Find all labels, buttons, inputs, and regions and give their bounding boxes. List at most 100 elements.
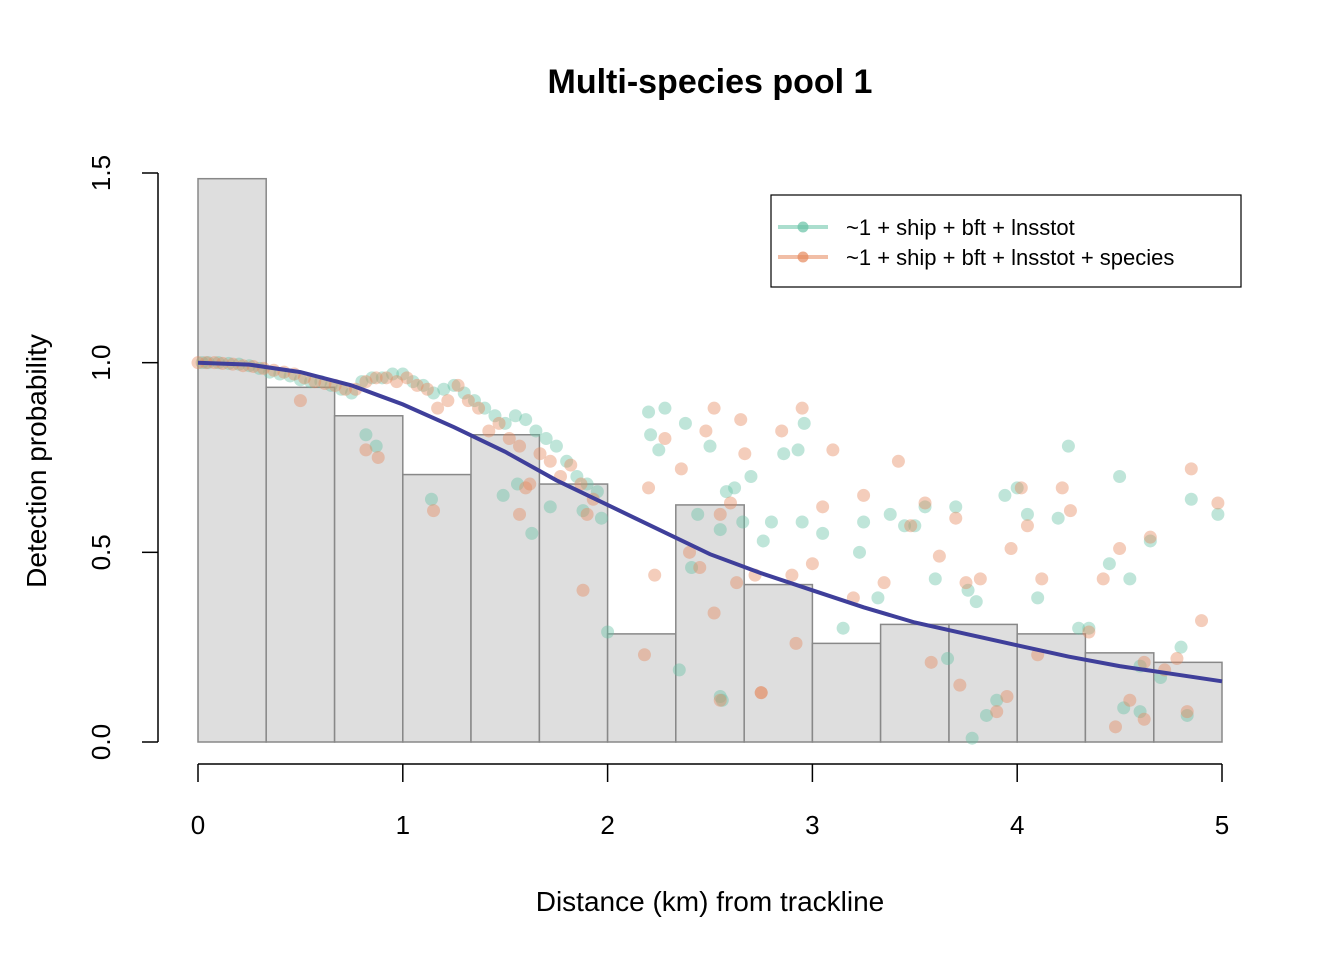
data-point xyxy=(191,356,205,370)
data-point xyxy=(730,576,744,590)
data-point xyxy=(447,378,461,392)
data-point xyxy=(498,416,512,430)
x-tick-label: 5 xyxy=(1215,810,1229,840)
x-axis: 0 1 2 3 4 5 xyxy=(191,763,1229,840)
data-point xyxy=(744,469,758,483)
data-point xyxy=(723,496,737,510)
data-point xyxy=(1000,689,1014,703)
data-point xyxy=(451,378,465,392)
data-point xyxy=(816,526,830,540)
data-point xyxy=(355,375,369,389)
data-point xyxy=(467,394,481,408)
data-point xyxy=(437,382,451,396)
data-point xyxy=(719,485,733,499)
data-point xyxy=(576,583,590,597)
data-point xyxy=(293,394,307,408)
data-point xyxy=(406,375,420,389)
data-point xyxy=(959,576,973,590)
data-point xyxy=(691,507,705,521)
x-tick-label: 2 xyxy=(600,810,614,840)
data-point xyxy=(369,371,383,385)
data-point xyxy=(797,416,811,430)
data-point xyxy=(949,511,963,525)
data-point xyxy=(1184,492,1198,506)
detection-curve xyxy=(197,360,1223,684)
data-point xyxy=(871,591,885,605)
data-point xyxy=(703,439,717,453)
data-point xyxy=(594,511,608,525)
histogram-bar xyxy=(470,433,541,743)
data-point xyxy=(1137,655,1151,669)
data-point xyxy=(979,708,993,722)
data-point xyxy=(877,576,891,590)
histogram-bar xyxy=(197,177,267,743)
data-point xyxy=(1010,481,1024,495)
data-point xyxy=(932,549,946,563)
data-point xyxy=(365,371,379,385)
data-point xyxy=(304,375,318,389)
data-point xyxy=(1180,705,1194,719)
data-point xyxy=(785,568,799,582)
data-point xyxy=(1143,530,1157,544)
data-point xyxy=(410,378,424,392)
data-point xyxy=(795,401,809,415)
data-point xyxy=(672,663,686,677)
data-point xyxy=(789,636,803,650)
data-point xyxy=(715,693,729,707)
data-point xyxy=(496,488,510,502)
data-point xyxy=(826,443,840,457)
data-point xyxy=(502,432,516,446)
data-point xyxy=(1137,712,1151,726)
data-point xyxy=(658,432,672,446)
data-point xyxy=(601,625,615,639)
data-point xyxy=(699,424,713,438)
x-tick-label: 0 xyxy=(191,810,205,840)
data-point xyxy=(334,382,348,396)
data-point xyxy=(685,561,699,575)
data-point xyxy=(728,481,742,495)
data-point xyxy=(1195,614,1209,628)
data-point xyxy=(924,655,938,669)
data-point xyxy=(513,439,527,453)
data-point xyxy=(1061,439,1075,453)
data-point xyxy=(754,686,768,700)
data-point xyxy=(738,447,752,461)
data-point xyxy=(898,519,912,533)
data-point xyxy=(1170,652,1184,666)
data-point xyxy=(904,519,918,533)
data-point xyxy=(642,481,656,495)
data-point xyxy=(580,477,594,491)
data-point xyxy=(756,534,770,548)
data-point xyxy=(457,386,471,400)
legend: ~1 + ship + bft + lnsstot ~1 + ship + bf… xyxy=(770,194,1242,288)
data-point xyxy=(736,515,750,529)
data-point xyxy=(969,595,983,609)
data-point xyxy=(1051,511,1065,525)
data-point xyxy=(1109,720,1123,734)
data-point xyxy=(642,405,656,419)
data-point xyxy=(1123,693,1137,707)
data-point xyxy=(713,693,727,707)
data-point xyxy=(1063,504,1077,518)
data-point xyxy=(754,686,768,700)
data-point xyxy=(560,454,574,468)
data-point xyxy=(371,451,385,464)
data-point xyxy=(543,500,557,514)
data-point xyxy=(949,500,963,514)
data-point xyxy=(345,386,359,400)
data-point xyxy=(652,443,666,457)
data-point xyxy=(805,557,819,571)
data-point xyxy=(1184,462,1198,476)
data-point xyxy=(908,519,922,533)
histogram-bar xyxy=(333,415,404,743)
y-tick-label: 0.5 xyxy=(86,534,116,570)
data-point xyxy=(713,523,727,537)
data-point xyxy=(678,416,692,430)
data-point xyxy=(441,394,455,408)
x-axis-label: Distance (km) from trackline xyxy=(536,886,885,917)
data-point xyxy=(359,443,373,457)
data-point xyxy=(1082,621,1096,635)
histogram-bar xyxy=(1016,633,1087,743)
data-point xyxy=(941,652,955,666)
data-point xyxy=(492,416,506,430)
